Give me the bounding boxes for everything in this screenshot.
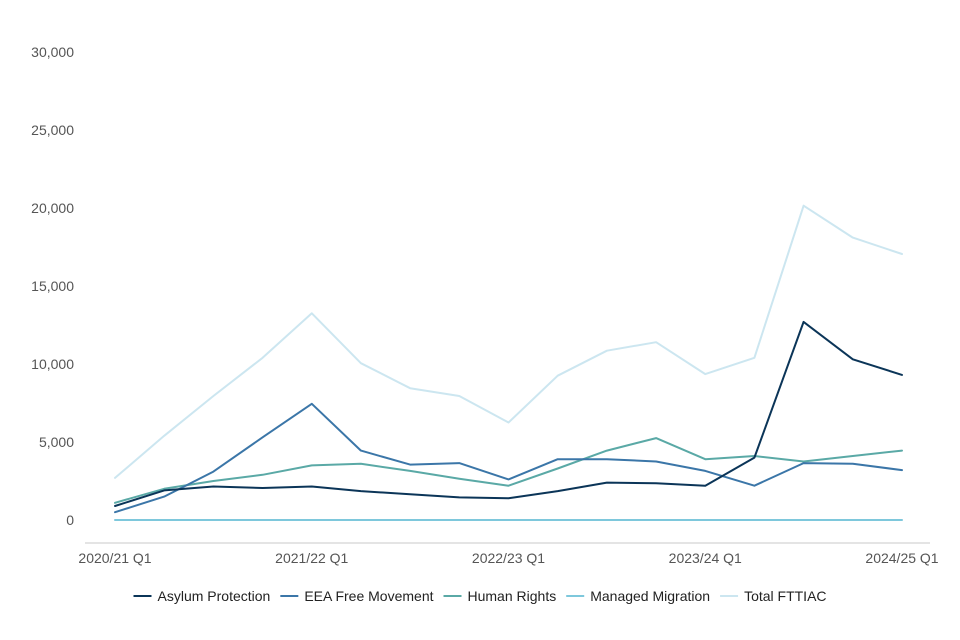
legend-label: Managed Migration xyxy=(590,588,710,604)
x-tick-label: 2023/24 Q1 xyxy=(669,550,742,566)
legend-items: Asylum Protection EEA Free Movement Human … xyxy=(133,588,827,604)
y-tick-label: 30,000 xyxy=(31,44,74,60)
legend: Asylum Protection EEA Free Movement Human … xyxy=(133,588,827,604)
y-tick-label: 0 xyxy=(66,512,74,528)
y-axis: 0 5,000 10,000 15,000 20,000 25,000 30,000 xyxy=(31,44,74,528)
legend-label: EEA Free Movement xyxy=(304,588,433,604)
y-tick-label: 15,000 xyxy=(31,278,74,294)
series-line-total-fttiac xyxy=(114,204,903,479)
legend-item: Managed Migration xyxy=(566,588,710,604)
x-axis: 2020/21 Q1 2021/22 Q1 2022/23 Q1 2023/24 Q1… xyxy=(78,550,938,566)
series-lines xyxy=(114,204,903,521)
x-tick-label: 2024/25 Q1 xyxy=(865,550,938,566)
x-tick-label: 2020/21 Q1 xyxy=(78,550,151,566)
series-line-human-rights xyxy=(114,437,903,504)
legend-item: Total FTTIAC xyxy=(720,588,827,604)
y-tick-label: 10,000 xyxy=(31,356,74,372)
legend-item: Asylum Protection xyxy=(133,588,271,604)
series-line-eea-free-movement xyxy=(114,402,903,514)
legend-item: Human Rights xyxy=(443,588,557,604)
x-tick-label: 2022/23 Q1 xyxy=(472,550,545,566)
legend-item: EEA Free Movement xyxy=(280,588,434,604)
y-tick-label: 5,000 xyxy=(39,434,74,450)
y-tick-label: 20,000 xyxy=(31,200,74,216)
legend-label: Total FTTIAC xyxy=(744,588,826,604)
series-line-asylum-protection xyxy=(114,320,903,507)
y-tick-label: 25,000 xyxy=(31,122,74,138)
x-tick-label: 2021/22 Q1 xyxy=(275,550,348,566)
legend-label: Asylum Protection xyxy=(158,588,271,604)
legend-label: Human Rights xyxy=(468,588,557,604)
